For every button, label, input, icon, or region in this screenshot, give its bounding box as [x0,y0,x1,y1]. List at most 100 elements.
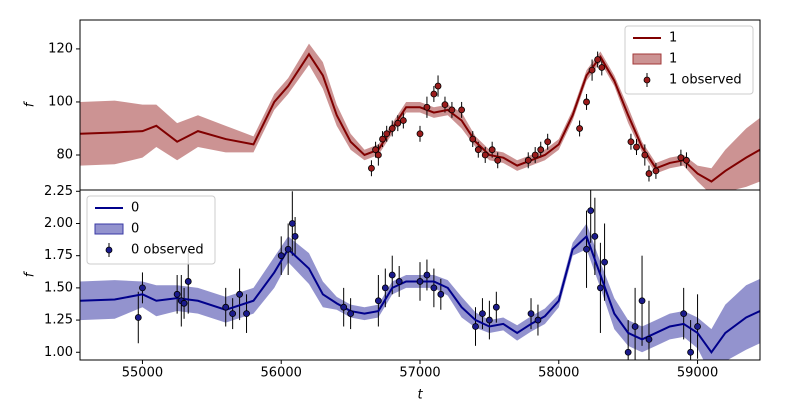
observed-point [437,290,445,298]
y-axis-label: f [23,270,38,277]
legend-box [86,195,216,265]
legend-box [624,25,754,95]
observed-point [173,290,181,298]
observed-point [687,348,695,356]
observed-point [458,106,466,114]
y-tick-label: 2.25 [44,184,73,199]
observed-point [680,310,688,318]
observed-point [277,252,285,260]
observed-point [627,138,635,146]
observed-point [641,151,649,159]
x-axis-label: t [417,388,423,400]
observed-point [583,98,590,106]
observed-point [236,290,243,298]
observed-point [652,167,660,175]
observed-point [372,146,379,154]
y-tick-label: 2.00 [44,216,73,231]
observed-point [594,56,602,63]
observed-point [430,284,438,292]
observed-point [645,170,653,177]
confidence-band [80,223,760,360]
observed-point [368,164,375,172]
observed-point [441,101,449,109]
legend-label: 0 observed [131,243,204,258]
observed-point [479,310,486,318]
observed-point [379,135,386,143]
observed-point [531,151,539,159]
plot-area [80,190,760,360]
observed-point [139,284,146,292]
observed-point [544,138,552,146]
legend-label: 1 [669,52,677,67]
observed-point [481,151,489,159]
observed-point [434,82,442,90]
observed-point [488,146,496,154]
observed-point [381,284,389,292]
observed-point [576,125,583,132]
observed-point [474,146,482,154]
observed-point [694,323,701,330]
legend: 0 0 0 observed [86,195,216,265]
observed-point [485,316,493,324]
legend-marker [643,76,651,84]
observed-point [416,130,424,138]
observed-point [340,303,348,311]
x-tick-label: 58000 [538,366,579,381]
observed-point [243,310,250,318]
x-tick-label: 57000 [399,366,440,381]
y-tick-label: 1.75 [44,248,73,263]
observed-point [587,207,595,215]
legend-band [94,223,124,235]
observed-point [588,66,596,74]
y-tick-label: 1.00 [44,345,73,360]
observed-point [524,156,532,164]
x-tick-label: 55000 [122,366,163,381]
legend: 1 1 1 observed [624,25,754,95]
observed-point [472,323,479,330]
observed-point [134,314,142,321]
observed-point [180,299,188,307]
plot-area [80,43,760,190]
observed-point [683,156,690,164]
observed-point [631,323,639,330]
observed-point [374,151,382,159]
y-tick-label: 80 [56,147,73,162]
legend-marker [105,246,113,254]
x-tick-label: 59000 [677,366,718,381]
observed-point [527,310,535,318]
observed-point [394,119,402,127]
observed-point [469,135,477,143]
observed-point [288,220,296,227]
mean-line [80,234,760,354]
observed-point [534,316,542,324]
observed-point [184,278,192,285]
y-tick-label: 120 [48,41,73,56]
observed-point [222,303,230,311]
observed-point [494,156,502,164]
observed-point [583,245,590,253]
legend-label: 1 [669,31,677,46]
observed-point [388,271,396,279]
observed-point [638,297,646,305]
observed-point [601,258,608,266]
observed-point [430,90,438,98]
observed-point [677,154,685,162]
y-axis-label: f [23,100,38,107]
legend-label: 1 observed [669,73,742,88]
y-tick-label: 1.50 [44,280,73,295]
legend-band [632,53,662,65]
observed-point [395,278,403,285]
observed-point [383,130,391,138]
observed-point [633,143,640,151]
legend-label: 0 [131,222,139,237]
observed-point [537,146,545,154]
observed-point [624,348,632,356]
x-tick-label: 56000 [261,366,302,381]
observed-point [399,117,407,124]
observed-point [347,310,355,318]
observed-point [291,232,299,240]
observed-point [448,106,456,114]
observed-point [284,245,292,253]
observed-point [492,303,500,311]
